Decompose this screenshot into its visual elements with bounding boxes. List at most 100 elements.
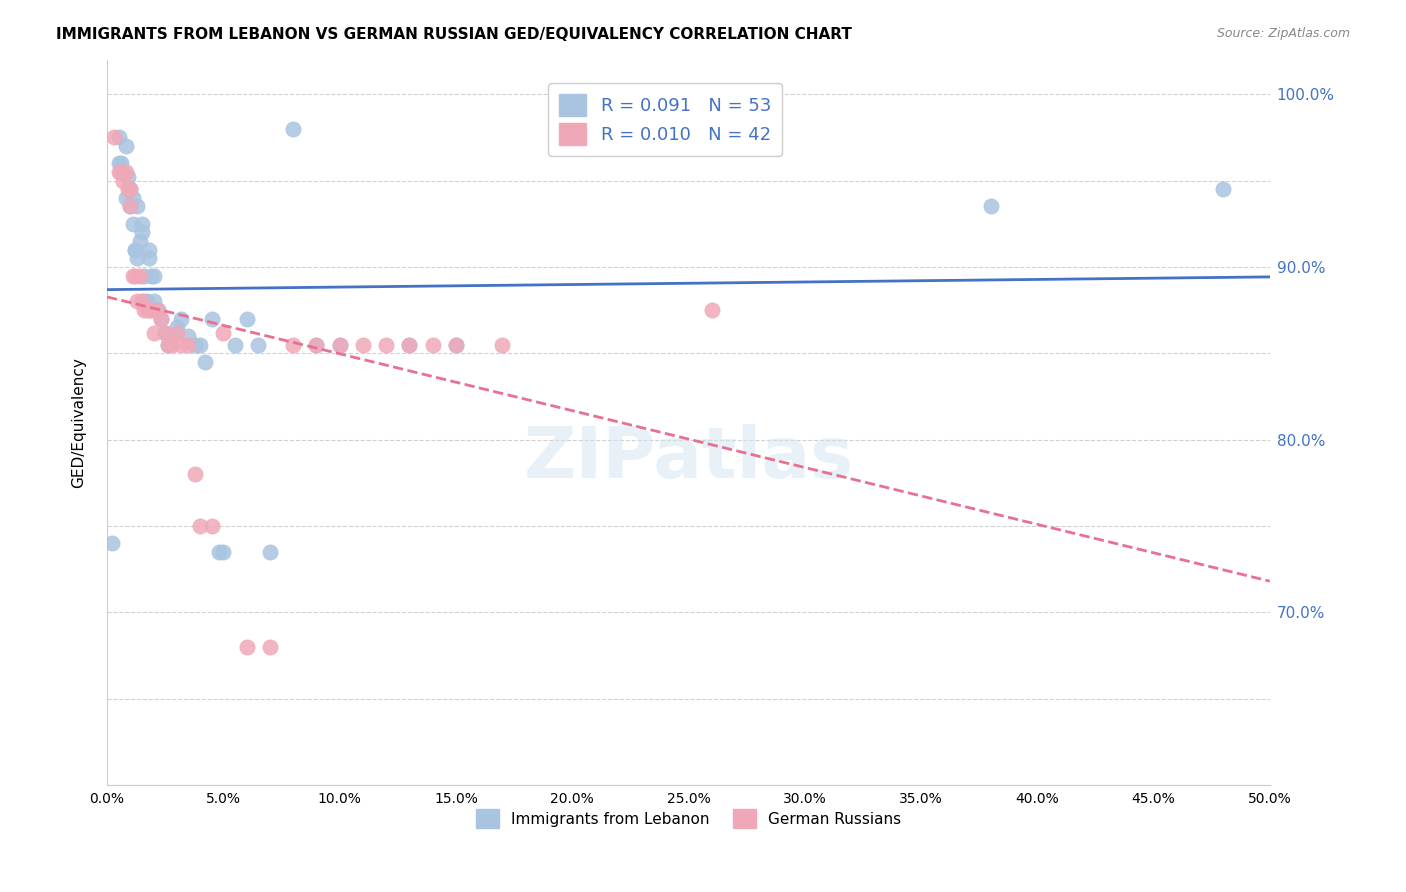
Point	[188, 519, 211, 533]
Point	[148, 303, 170, 318]
Point	[305, 337, 328, 351]
Point	[134, 303, 156, 318]
Point	[281, 337, 304, 351]
Point	[155, 326, 177, 340]
Point	[124, 268, 146, 283]
Point	[166, 320, 188, 334]
Point	[259, 545, 281, 559]
Point	[398, 337, 420, 351]
Point	[281, 121, 304, 136]
Point	[114, 191, 136, 205]
Point	[170, 311, 193, 326]
Point	[142, 326, 165, 340]
Point	[114, 165, 136, 179]
Point	[980, 199, 1002, 213]
Point	[138, 243, 160, 257]
Point	[131, 225, 153, 239]
Point	[235, 640, 257, 654]
Point	[120, 199, 142, 213]
Point	[170, 337, 193, 351]
Point	[107, 165, 129, 179]
Point	[131, 217, 153, 231]
Point	[398, 337, 420, 351]
Point	[160, 337, 183, 351]
Point	[120, 182, 142, 196]
Point	[329, 337, 352, 351]
Point	[194, 355, 217, 369]
Point	[135, 294, 157, 309]
Point	[212, 545, 235, 559]
Point	[352, 337, 374, 351]
Point	[166, 326, 188, 340]
Point	[127, 252, 149, 266]
Point	[1212, 182, 1234, 196]
Point	[121, 268, 143, 283]
Point	[700, 303, 723, 318]
Point	[107, 130, 129, 145]
Point	[107, 156, 129, 170]
Point	[212, 326, 235, 340]
Point	[247, 337, 270, 351]
Point	[138, 252, 160, 266]
Y-axis label: GED/Equivalency: GED/Equivalency	[72, 357, 86, 488]
Point	[491, 337, 513, 351]
Point	[110, 156, 132, 170]
Point	[305, 337, 328, 351]
Point	[329, 337, 352, 351]
Point	[128, 234, 150, 248]
Point	[141, 303, 163, 318]
Point	[121, 191, 143, 205]
Point	[117, 169, 139, 184]
Point	[156, 337, 179, 351]
Point	[235, 311, 257, 326]
Point	[145, 303, 167, 318]
Point	[127, 294, 149, 309]
Point	[114, 139, 136, 153]
Point	[444, 337, 467, 351]
Point	[117, 182, 139, 196]
Point	[184, 337, 207, 351]
Point	[124, 243, 146, 257]
Point	[124, 243, 146, 257]
Point	[149, 311, 172, 326]
Point	[148, 303, 170, 318]
Text: IMMIGRANTS FROM LEBANON VS GERMAN RUSSIAN GED/EQUIVALENCY CORRELATION CHART: IMMIGRANTS FROM LEBANON VS GERMAN RUSSIA…	[56, 27, 852, 42]
Point	[135, 303, 157, 318]
Point	[156, 337, 179, 351]
Point	[201, 519, 224, 533]
Point	[138, 303, 160, 318]
Point	[131, 294, 153, 309]
Point	[112, 173, 135, 187]
Point	[160, 329, 183, 343]
Point	[134, 268, 156, 283]
Point	[112, 165, 135, 179]
Point	[224, 337, 246, 351]
Point	[375, 337, 398, 351]
Point	[121, 217, 143, 231]
Point	[141, 268, 163, 283]
Point	[188, 337, 211, 351]
Point	[184, 467, 207, 482]
Point	[110, 165, 132, 179]
Point	[422, 337, 444, 351]
Point	[149, 311, 172, 326]
Point	[128, 268, 150, 283]
Point	[120, 199, 142, 213]
Point	[444, 337, 467, 351]
Point	[120, 182, 142, 196]
Point	[142, 268, 165, 283]
Point	[142, 294, 165, 309]
Text: Source: ZipAtlas.com: Source: ZipAtlas.com	[1216, 27, 1350, 40]
Text: ZIPatlas: ZIPatlas	[523, 424, 853, 493]
Point	[177, 329, 200, 343]
Legend: Immigrants from Lebanon, German Russians: Immigrants from Lebanon, German Russians	[468, 802, 908, 836]
Point	[155, 326, 177, 340]
Point	[100, 536, 122, 550]
Point	[103, 130, 125, 145]
Point	[208, 545, 231, 559]
Point	[134, 294, 156, 309]
Point	[201, 311, 224, 326]
Point	[177, 337, 200, 351]
Point	[259, 640, 281, 654]
Point	[127, 199, 149, 213]
